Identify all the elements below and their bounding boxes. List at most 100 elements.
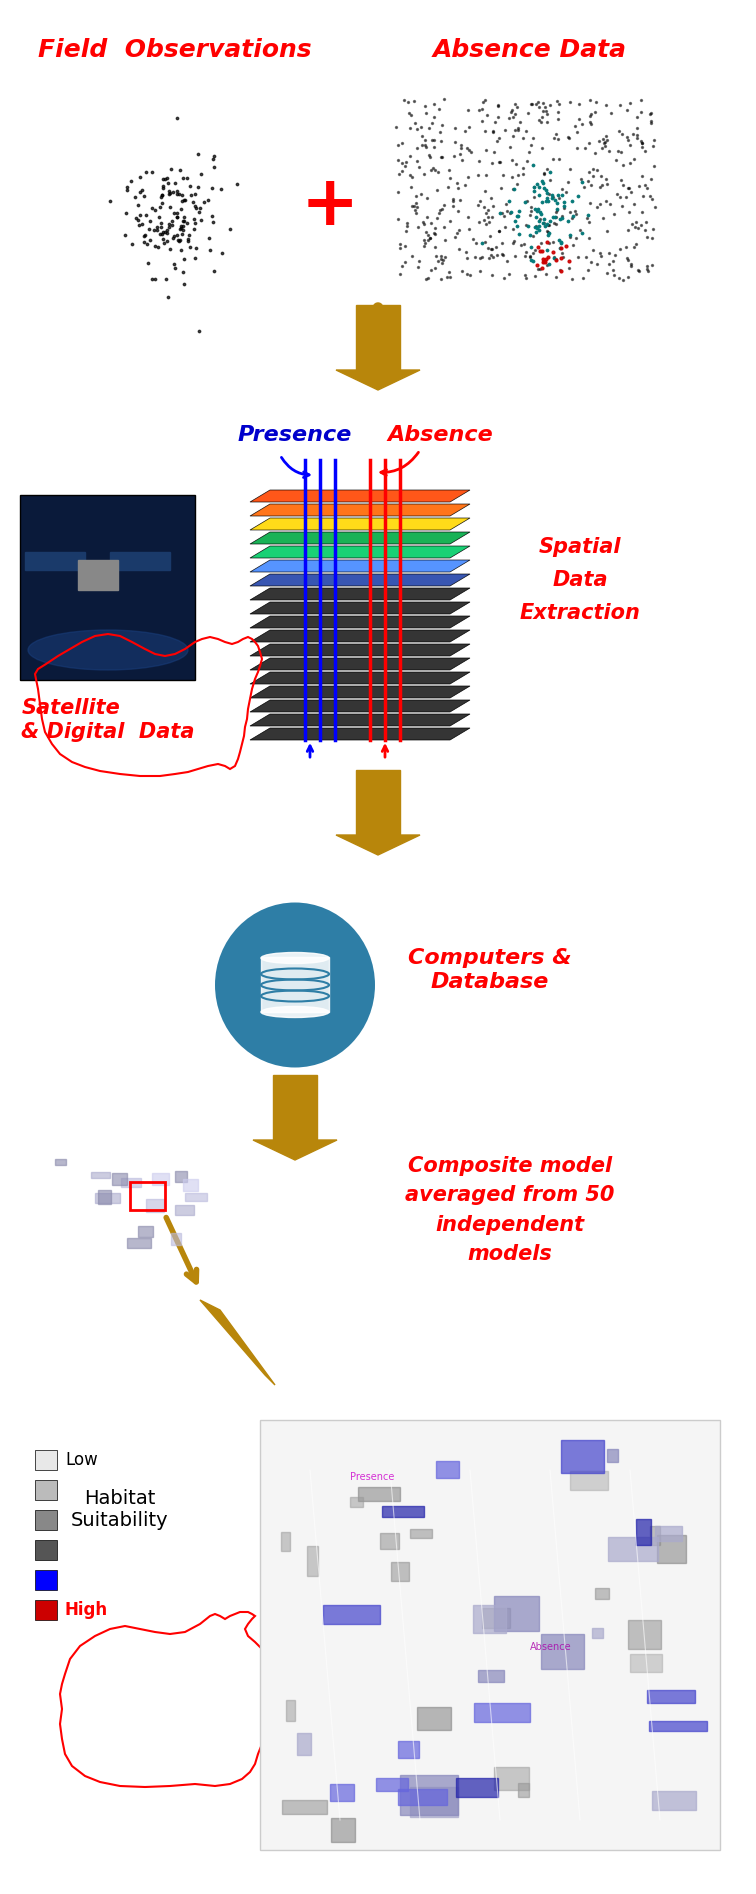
Point: [522, 210, 534, 241]
Point: [160, 216, 172, 246]
Bar: [185, 1193, 207, 1201]
Point: [134, 163, 146, 193]
Point: [506, 95, 518, 125]
Point: [406, 161, 418, 191]
Point: [429, 133, 441, 163]
Point: [531, 169, 544, 199]
Bar: [127, 1239, 150, 1248]
Point: [541, 235, 553, 265]
Point: [538, 246, 550, 277]
Point: [584, 157, 596, 188]
Point: [549, 203, 561, 233]
Point: [171, 197, 183, 227]
Point: [166, 210, 178, 241]
Point: [554, 233, 566, 263]
Point: [633, 256, 645, 286]
Polygon shape: [250, 727, 470, 741]
Point: [550, 244, 562, 275]
Point: [615, 119, 627, 150]
Point: [496, 199, 508, 229]
Point: [551, 195, 563, 225]
Point: [632, 212, 644, 242]
Point: [178, 201, 190, 231]
Point: [475, 256, 487, 286]
Point: [394, 259, 406, 290]
Point: [537, 208, 549, 239]
Point: [420, 131, 432, 161]
Point: [532, 216, 544, 246]
Point: [562, 246, 575, 277]
Point: [206, 172, 218, 203]
Point: [607, 246, 619, 277]
Point: [500, 189, 512, 220]
Point: [578, 172, 590, 203]
Bar: [138, 1225, 153, 1237]
Point: [548, 123, 560, 153]
Point: [449, 222, 461, 252]
Point: [614, 91, 626, 121]
Point: [503, 259, 516, 290]
Point: [505, 197, 517, 227]
Point: [163, 178, 175, 208]
Point: [534, 104, 546, 134]
Point: [511, 210, 523, 241]
Bar: [35, 1600, 57, 1619]
Point: [153, 203, 165, 233]
Point: [551, 188, 563, 218]
Point: [417, 206, 429, 237]
Point: [622, 261, 634, 292]
Point: [456, 256, 468, 286]
Point: [462, 201, 474, 231]
Point: [590, 87, 602, 117]
Point: [138, 182, 150, 212]
Point: [497, 161, 509, 191]
Point: [406, 191, 418, 222]
Bar: [637, 1519, 652, 1546]
Point: [541, 98, 553, 129]
Point: [544, 227, 556, 258]
Point: [546, 184, 558, 214]
Point: [558, 186, 570, 216]
Point: [410, 188, 422, 218]
Point: [631, 123, 643, 153]
Point: [429, 214, 442, 244]
Point: [626, 208, 638, 239]
Point: [495, 172, 507, 203]
Point: [482, 233, 494, 263]
Bar: [401, 1775, 458, 1814]
Point: [160, 263, 172, 294]
Point: [120, 197, 132, 227]
Point: [562, 167, 574, 197]
Point: [472, 146, 485, 176]
Point: [534, 227, 547, 258]
Bar: [120, 1178, 141, 1188]
Point: [432, 157, 444, 188]
Polygon shape: [250, 631, 470, 642]
Point: [208, 142, 220, 172]
Point: [589, 97, 601, 127]
Point: [444, 206, 456, 237]
Point: [514, 106, 526, 136]
Point: [615, 136, 627, 167]
Point: [587, 161, 599, 191]
Point: [470, 227, 482, 258]
Point: [125, 165, 137, 195]
Point: [442, 261, 454, 292]
Point: [531, 212, 543, 242]
Point: [562, 252, 575, 282]
Point: [541, 174, 553, 205]
Point: [480, 199, 492, 229]
Point: [554, 203, 566, 233]
Point: [178, 244, 191, 275]
Point: [537, 97, 549, 127]
Bar: [110, 551, 170, 570]
Point: [628, 144, 640, 174]
Bar: [183, 1180, 198, 1191]
Point: [553, 180, 565, 210]
Point: [154, 191, 166, 222]
Point: [462, 95, 474, 125]
Bar: [472, 1604, 506, 1633]
Point: [513, 195, 525, 225]
Point: [507, 144, 519, 174]
Point: [460, 116, 472, 146]
